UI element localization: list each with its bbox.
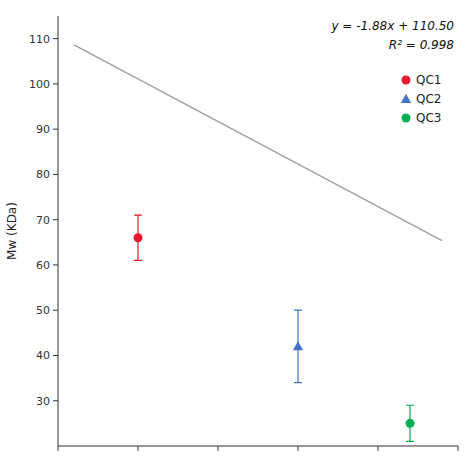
y-tick [53, 219, 58, 220]
y-tick [53, 264, 58, 265]
y-tick [53, 38, 58, 39]
annotation: R² = 0.998 [389, 38, 455, 52]
regression-line [74, 45, 442, 241]
y-tick-label: 50 [36, 304, 50, 317]
y-tick [53, 400, 58, 401]
y-tick-label: 70 [36, 214, 50, 227]
legend-marker [402, 76, 411, 85]
x-tick [218, 446, 219, 451]
x-tick [458, 446, 459, 451]
y-axis-label: Mw (KDa) [5, 202, 19, 260]
axes: 30 40 50 60 70 80 90 100 110 [29, 16, 458, 451]
data-point [293, 341, 303, 350]
y-tick [53, 355, 58, 356]
annotation: y = -1.88x + 110.50 [330, 19, 454, 33]
y-tick-label: 80 [36, 168, 50, 181]
x-tick [138, 446, 139, 451]
error-bar [406, 405, 414, 441]
legend: QC1 QC2 QC3 [401, 73, 442, 125]
y-tick [53, 174, 58, 175]
y-tick-label: 60 [36, 259, 50, 272]
y-tick-label: 30 [36, 395, 50, 408]
legend-marker [402, 114, 411, 123]
legend-label: QC3 [416, 111, 441, 125]
y-axis-line [58, 16, 59, 446]
y-tick [53, 129, 58, 130]
y-tick-label: 110 [29, 33, 50, 46]
y-tick [53, 310, 58, 311]
x-tick [58, 446, 59, 451]
x-axis-line [58, 446, 458, 447]
error-bar [134, 215, 142, 260]
legend-marker [401, 94, 411, 103]
y-tick-label: 100 [29, 78, 50, 91]
y-tick-label: 40 [36, 349, 50, 362]
legend-label: QC1 [416, 73, 441, 87]
y-tick-label: 90 [36, 123, 50, 136]
data-point [134, 233, 143, 242]
x-tick [298, 446, 299, 451]
x-tick [378, 446, 379, 451]
y-tick [53, 83, 58, 84]
data-point [406, 419, 415, 428]
legend-label: QC2 [416, 92, 441, 106]
plot-area [74, 45, 442, 442]
chart: 30 40 50 60 70 80 90 100 110 Mw (KDa) y = -1.88x +… [0, 0, 474, 468]
